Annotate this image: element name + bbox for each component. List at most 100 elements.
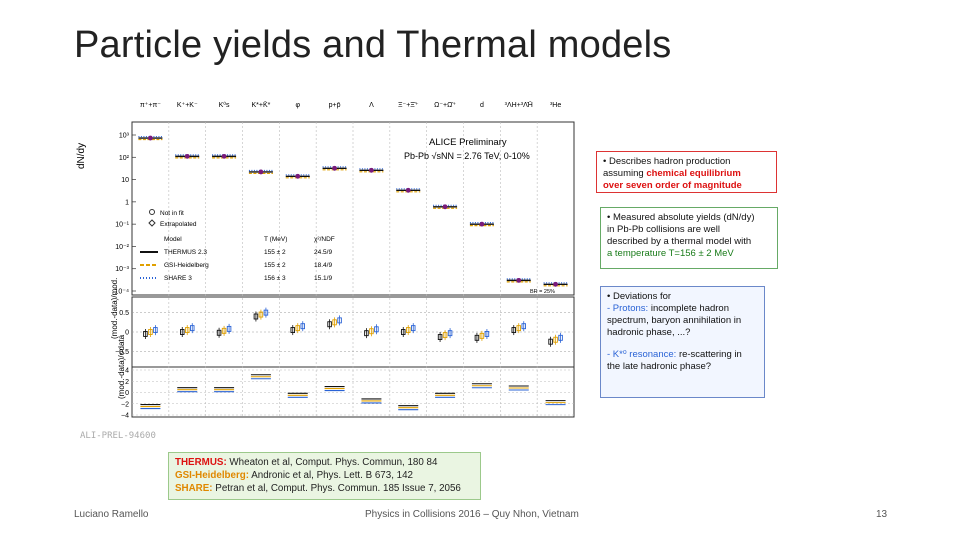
ref-share-label: SHARE: [175,483,213,494]
residual-tick-label: 0 [125,330,129,337]
ref-gsi-text: Andronic et al, Phys. Lett. B 673, 142 [249,470,413,481]
data-point [295,173,301,179]
ref-share: SHARE: Petran et al, Comput. Phys. Commu… [175,482,474,495]
ref-share-text: Petran et al, Comput. Phys. Commun. 185 … [212,483,461,494]
y-tick-label: 1 [125,199,129,206]
table-row-gsi-chi2: 18.4/9 [314,262,332,269]
residual-marker [253,313,259,320]
residual-marker [516,325,522,332]
callout-deviations: • Deviations for - Protons: incomplete h… [600,286,765,398]
residual-marker [184,327,190,334]
species-label: φ [295,102,300,109]
sigma-tick-label: −2 [121,401,129,408]
residual-marker [364,330,369,337]
species-label: Ω⁻+Ω̄⁺ [434,102,456,109]
figure-watermark: ALI-PREL-94600 [80,431,156,441]
data-point [479,221,485,227]
ref-thermus: THERMUS: Wheaton et al, Comput. Phys. Co… [175,456,474,469]
table-head-t: T (MeV) [264,236,287,243]
species-label: K*+K̄* [251,101,270,109]
residual-marker [374,326,379,333]
residual-marker [511,327,517,334]
callout3-line2a: - Protons: [607,303,651,314]
residual-marker [484,330,490,337]
residual-marker [447,330,453,337]
residual-tick-label: 0.5 [119,310,129,317]
callout1-line2b: chemical equilibrium [646,168,741,179]
sigma-tick-label: −4 [121,413,129,420]
residual-marker [369,328,374,335]
species-label: ³He [550,102,561,109]
callout2-line2: in Pb-Pb collisions are well [607,224,720,235]
data-point [369,167,374,173]
data-marks [138,135,568,411]
data-point [332,165,337,171]
callout3-line2: - Protons: incomplete hadron [607,303,758,315]
residual-marker [148,329,153,335]
ref-thermus-label: THERMUS: [175,457,227,468]
residual-marker [179,329,185,335]
figure-svg: π⁺+π⁻ K⁺+K⁻ K⁰s K*+K̄* φ p+p̄ Λ Ξ⁻+Ξ̄⁺ Ω⁻+Ω̄⁺ d ³Λ… [76,101,575,420]
residual-marker [189,325,195,332]
callout3-line3: spectrum, baryon annihilation in [607,315,742,326]
residual-marker [216,329,222,336]
thermal-fit-figure: π⁺+π⁻ K⁺+K⁻ K⁰s K*+K̄* φ p+p̄ Λ Ξ⁻+Ξ̄⁺ Ω⁻+Ω̄⁺ d ³Λ… [74,95,576,440]
residual-marker [521,323,527,330]
residual-marker [411,325,416,332]
y-tick-label: 10² [119,155,130,162]
table-row-thermus-model: THERMUS 2.3 [164,249,207,256]
y-tick-label: 10⁻¹ [115,222,129,229]
residual-marker [558,334,563,341]
table-row-share-model: SHARE 3 [164,275,192,282]
table-row-share-t: 156 ± 3 [264,275,286,282]
species-label: Ξ⁻+Ξ̄⁺ [398,102,419,109]
y-label-bot: (mod.-data)/σdata [117,334,126,399]
species-label: ³ΛH+³Λ̄H̄ [505,101,533,109]
residual-marker [263,309,269,316]
callout3-line2b: incomplete hadron [650,303,729,314]
species-label: Λ [369,102,374,109]
species-label: K⁰s [219,101,230,109]
not-in-fit-marker [149,209,155,215]
callout1-line1: • Describes hadron production [603,156,731,167]
y-tick-label: 10⁻³ [115,266,129,273]
species-label: p+p̄ [329,102,341,109]
data-point [553,281,558,287]
residual-tick-label: −0.5 [115,349,129,356]
table-row-gsi-t: 155 ± 2 [264,262,286,269]
residual-marker [221,327,227,334]
residual-marker [548,338,553,345]
sigma-tick-label: 2 [125,379,129,386]
slide-title: Particle yields and Thermal models [74,24,672,66]
callout2-line1: • Measured absolute yields (dN/dy) [607,212,755,223]
callout1-line2a: assuming [603,168,647,179]
footer-conference: Physics in Collisions 2016 – Quy Nhon, V… [365,509,579,520]
data-point [221,153,227,159]
callout3-line1: • Deviations for [607,291,672,302]
data-point [258,169,264,175]
table-row-thermus-chi2: 24.5/9 [314,249,332,256]
br-note: BR = 25% [530,289,555,295]
species-label: d [480,102,484,109]
ref-thermus-text: Wheaton et al, Comput. Phys. Commun, 180… [226,457,438,468]
y-tick-label: 10 [121,177,129,184]
callout2-line3: described by a thermal model with [607,236,752,247]
residual-marker [327,321,332,328]
residual-marker [258,311,264,318]
callout2-line4: a temperature T=156 ± 2 MeV [607,248,734,259]
legend-extrapolated: Extrapolated [160,221,197,228]
y-label-top: dN/dy [76,143,87,169]
residual-marker [479,332,485,339]
data-point [148,135,153,141]
y-tick-label: 10⁻⁴ [115,289,130,296]
data-point [405,187,411,193]
grid-lines [132,122,574,417]
callout3-line6: the late hadronic phase? [607,361,712,372]
residual-marker [337,317,342,324]
residual-marker [290,327,295,334]
residual-marker [406,327,411,334]
data-point [516,277,522,283]
residual-marker [295,325,300,332]
alice-preliminary: ALICE Preliminary [429,137,507,148]
table-head-model: Model [164,236,182,243]
